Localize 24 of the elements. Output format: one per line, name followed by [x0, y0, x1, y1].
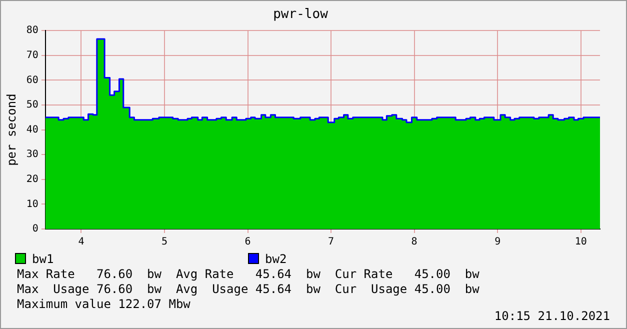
- x-tick-label: 6: [244, 236, 251, 248]
- text: 10:15 21.10.2021: [494, 309, 610, 323]
- text: Max Rate 76.60 bw Avg Rate 45.64 bw Cur Rate 45.00 bw: [17, 267, 480, 281]
- y-axis-title: per second: [4, 94, 18, 166]
- y-tick-label: 70: [26, 50, 38, 61]
- x-tick-label: 10: [574, 236, 587, 248]
- text: Maximum value 122.07 Mbw: [17, 297, 190, 311]
- chart-title: pwr-low: [273, 7, 328, 22]
- y-tick-label: 80: [26, 25, 38, 36]
- y-tick-label: 0: [32, 224, 38, 235]
- x-tick-label: 9: [494, 236, 501, 248]
- y-tick-label: 40: [26, 124, 38, 136]
- y-tick-label: 30: [26, 149, 38, 160]
- x-tick-label: 7: [328, 236, 334, 248]
- legend-label: bw2: [264, 252, 287, 266]
- y-tick-label: 50: [26, 100, 38, 111]
- x-tick-label: 8: [411, 236, 418, 248]
- y-tick-label: 10: [26, 198, 38, 210]
- y-tick-label: 20: [26, 174, 38, 185]
- x-tick-label: 4: [78, 236, 84, 248]
- x-tick-label: 5: [161, 236, 168, 248]
- text: Max Usage 76.60 bw Avg Usage 45.64 bw Cur Usage 45.00 bw: [17, 282, 480, 296]
- y-tick-label: 60: [26, 74, 38, 86]
- series-label: bw1: [31, 252, 54, 266]
